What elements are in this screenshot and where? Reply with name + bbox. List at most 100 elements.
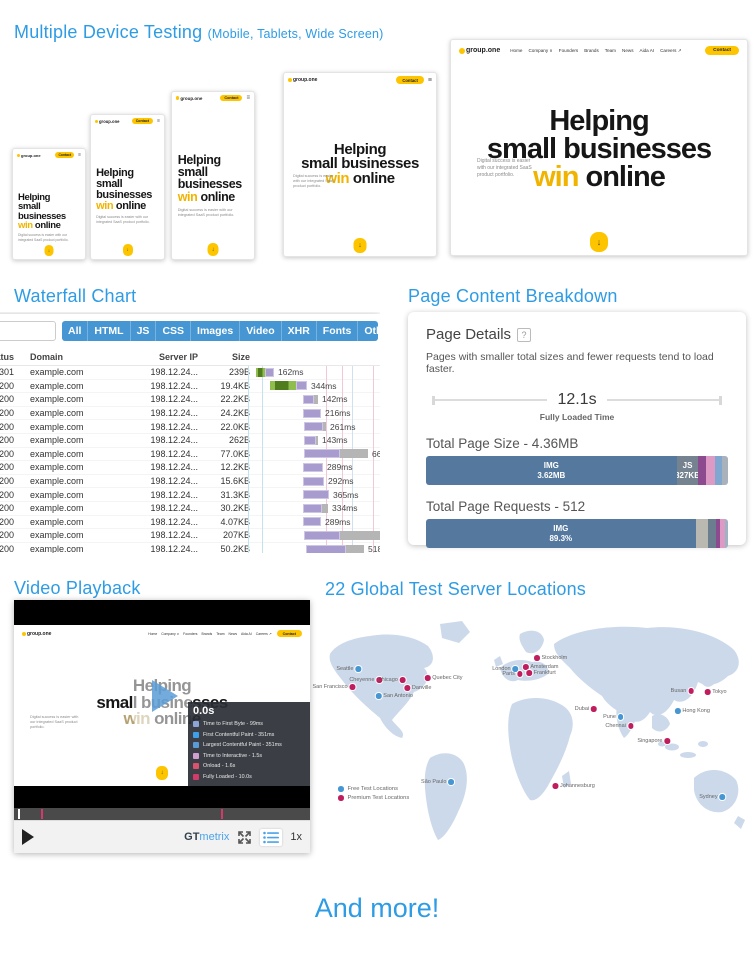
map-location[interactable]: Sydney — [699, 794, 726, 800]
map-location[interactable]: Quebec City — [424, 675, 462, 681]
bar-connect-segment — [270, 381, 296, 391]
nav-item[interactable]: Home — [510, 47, 523, 53]
map-location[interactable]: Frankfurt — [526, 670, 556, 676]
play-button[interactable] — [22, 829, 34, 845]
requests-bar-segment[interactable] — [716, 519, 721, 548]
requests-bar-segment[interactable] — [695, 519, 709, 548]
nav-item[interactable]: Company ∨ — [528, 47, 553, 53]
request-row[interactable]: 200 example.com 198.12.24... 22.0KB 261m… — [0, 420, 380, 434]
map-location[interactable]: San Antonio — [375, 693, 413, 699]
contact-button[interactable]: Contact — [705, 46, 739, 55]
playback-speed-button[interactable]: 1x — [290, 831, 302, 843]
waterfall-rows: 301 example.com 198.12.24... 239B 162ms — [0, 366, 380, 553]
request-row[interactable]: 200 example.com 198.12.24... 24.2KB 216m… — [0, 407, 380, 421]
cell-domain: example.com — [30, 394, 84, 405]
request-row[interactable]: 200 example.com 198.12.24... 22.2KB 142m… — [0, 393, 380, 407]
filter-tab[interactable]: Video — [240, 321, 282, 341]
location-dot-icon — [376, 677, 382, 683]
menu-icon[interactable]: ≡ — [427, 76, 432, 84]
filter-tab[interactable]: JS — [130, 321, 157, 341]
device-mockup-desktop: group.one Home Company ∨ Founders Brands Tea… — [450, 39, 748, 256]
contact-button[interactable]: Contact — [396, 76, 424, 84]
filter-tab[interactable]: CSS — [156, 321, 192, 341]
map-location[interactable]: Dubai — [575, 706, 597, 712]
request-row[interactable]: 200 example.com 198.12.24... 15.6KB 292m… — [0, 475, 380, 489]
scroll-down-button[interactable]: ↓ — [207, 243, 219, 256]
request-row[interactable]: 200 example.com 198.12.24... 4.07KB 289m… — [0, 516, 380, 530]
location-dot-icon — [404, 685, 410, 691]
map-location[interactable]: Seattle — [336, 666, 361, 672]
requests-bar-segment[interactable] — [724, 519, 728, 548]
filter-tab[interactable]: Other — [358, 321, 378, 341]
request-row[interactable]: 200 example.com 198.12.24... 77.0KB 663m… — [0, 448, 380, 462]
map-location[interactable]: Busan — [671, 688, 694, 694]
contact-button[interactable]: Contact — [220, 95, 243, 101]
map-location[interactable]: Hong Kong — [674, 708, 710, 714]
playhead-marker[interactable] — [18, 809, 20, 819]
bar-receive-segment — [296, 381, 307, 391]
nav-item[interactable]: Team — [604, 47, 617, 53]
filter-tab[interactable]: Fonts — [316, 321, 359, 341]
map-location[interactable]: Amsterdam — [522, 664, 558, 670]
filter-tab[interactable]: XHR — [281, 321, 317, 341]
requests-bar-segment[interactable] — [708, 519, 717, 548]
map-location[interactable]: London — [492, 666, 519, 672]
request-row[interactable]: 200 example.com 198.12.24... 30.2KB 334m… — [0, 502, 380, 516]
map-location[interactable]: Johannesburg — [552, 783, 595, 789]
request-row[interactable]: 200 example.com 198.12.24... 50.2KB 518m… — [0, 543, 380, 553]
menu-icon[interactable]: ≡ — [246, 95, 250, 101]
request-row[interactable]: 200 example.com 198.12.24... 19.4KB 344m… — [0, 380, 380, 394]
bar-time-label: 261ms — [330, 421, 356, 432]
play-overlay-button[interactable] — [133, 666, 191, 725]
filter-search-input[interactable] — [0, 321, 56, 341]
filter-tab[interactable]: HTML — [88, 321, 131, 341]
help-icon[interactable]: ? — [517, 327, 532, 342]
map-location[interactable]: Chennai — [605, 723, 634, 729]
size-bar-segment[interactable]: IMG 3.62MB — [426, 456, 677, 485]
map-location[interactable]: Singapore — [637, 738, 670, 744]
contact-button[interactable]: Contact — [55, 152, 75, 158]
map-location[interactable]: Tokyo — [704, 689, 727, 695]
requests-bar-segment[interactable]: IMG 89.3% — [426, 519, 696, 548]
filter-tab[interactable]: All — [62, 321, 89, 341]
map-location[interactable]: São Paulo — [421, 779, 454, 785]
scroll-down-button[interactable]: ↓ — [122, 244, 133, 256]
fullscreen-button[interactable] — [237, 830, 252, 845]
map-location[interactable]: Pune — [603, 714, 624, 720]
nav-item[interactable]: Founders — [558, 47, 579, 53]
map-location[interactable]: Paris — [502, 671, 523, 677]
map-location[interactable]: Chicago — [378, 677, 406, 683]
menu-icon[interactable]: ≡ — [157, 118, 160, 124]
cell-status: 200 — [0, 435, 14, 446]
video-player[interactable]: group.one Home Company ∨ Founders Brands Tea… — [14, 600, 310, 853]
video-timeline[interactable] — [14, 808, 310, 820]
request-row[interactable]: 200 example.com 198.12.24... 31.3KB 365m… — [0, 488, 380, 502]
size-bar-segment[interactable] — [721, 456, 728, 485]
size-bar-segment[interactable] — [705, 456, 715, 485]
map-location[interactable]: Danville — [404, 685, 431, 691]
scroll-down-button[interactable]: ↓ — [44, 245, 54, 256]
nav-item[interactable]: News — [622, 47, 634, 53]
size-bar-segment[interactable] — [714, 456, 722, 485]
nav-item[interactable]: Brands — [584, 47, 599, 53]
request-row[interactable]: 301 example.com 198.12.24... 239B 162ms — [0, 366, 380, 380]
scroll-down-button[interactable]: ↓ — [590, 232, 608, 252]
request-row[interactable]: 200 example.com 198.12.24... 12.2KB 289m… — [0, 461, 380, 475]
menu-icon[interactable]: ≡ — [78, 152, 81, 158]
scroll-down-button[interactable]: ↓ — [353, 238, 367, 253]
nav-item[interactable]: Aida AI — [639, 47, 655, 53]
map-location[interactable]: San Francisco — [312, 684, 356, 690]
metrics-list-toggle[interactable] — [260, 828, 283, 846]
filter-tab[interactable]: Images — [191, 321, 241, 341]
logo-dot-icon — [459, 47, 465, 54]
request-row[interactable]: 200 example.com 198.12.24... 207KB 1s — [0, 529, 380, 543]
cell-status: 200 — [0, 462, 14, 473]
contact-button[interactable]: Contact — [131, 118, 154, 124]
request-row[interactable]: 200 example.com 198.12.24... 262B 143ms — [0, 434, 380, 448]
requests-bar-segment[interactable] — [720, 519, 725, 548]
map-location[interactable]: Cheyenne — [349, 677, 382, 683]
size-bar-segment[interactable] — [698, 456, 706, 485]
map-location[interactable]: Stockholm — [534, 655, 567, 661]
size-bar-segment[interactable]: JS 327KB — [676, 456, 699, 485]
nav-item[interactable]: Careers ↗ — [660, 47, 682, 53]
